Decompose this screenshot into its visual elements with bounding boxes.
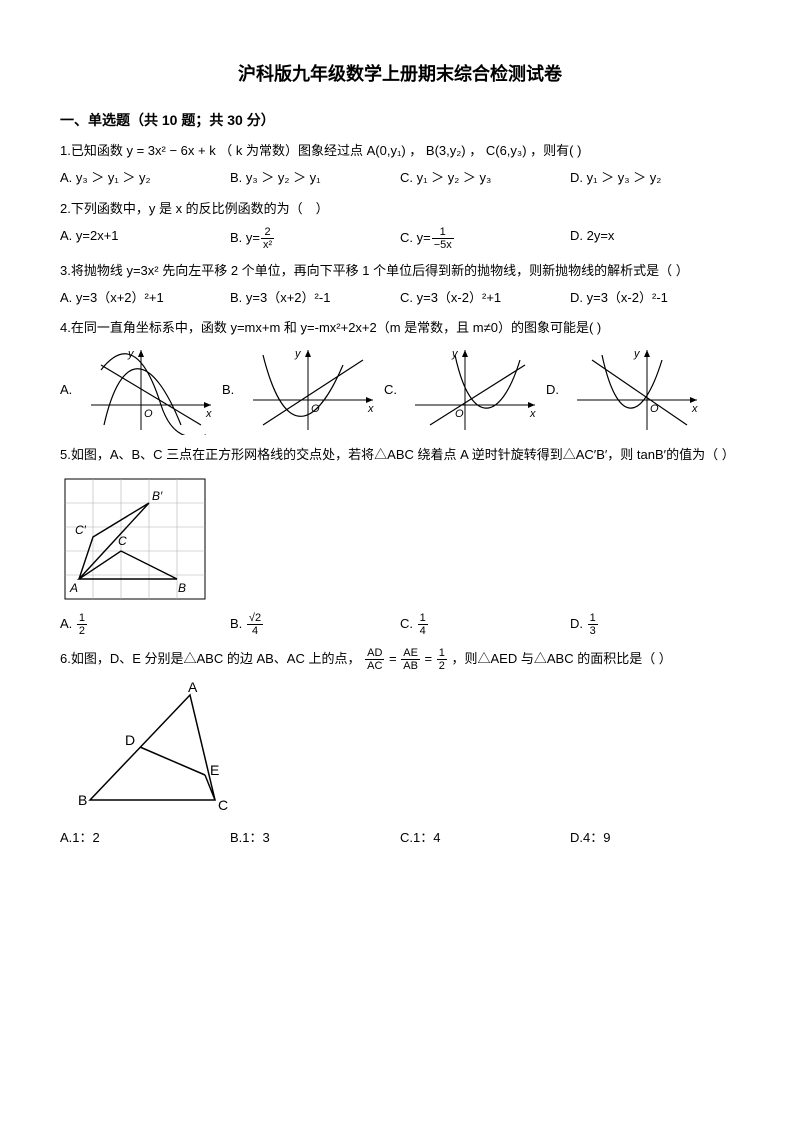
q6-opt-b: B.1：3 [230, 828, 400, 849]
question-5: 5.如图，A、B、C 三点在正方形网格线的交点处，若将△ABC 绕着点 A 逆时… [60, 445, 740, 466]
q3-opt-a: A. y=3（x+2）²+1 [60, 288, 230, 309]
q4-opt-a-label: A. [60, 380, 80, 401]
svg-text:D: D [125, 732, 135, 748]
svg-text:C: C [118, 534, 127, 548]
q5-options: A. 12 B. √24 C. 14 D. 13 [60, 612, 740, 637]
q6-eq2: = [425, 651, 436, 666]
q6-frac3: 12 [437, 647, 447, 672]
q4-graph-a: x y O [86, 345, 216, 435]
question-3: 3.将抛物线 y=3x² 先向左平移 2 个单位，再向下平移 1 个单位后得到新… [60, 261, 740, 282]
svg-text:y: y [633, 348, 641, 360]
q2-opt-d: D. 2y=x [570, 226, 740, 251]
q6-post: ，则△AED 与△ABC 的面积比是（ ） [452, 651, 672, 666]
question-6: 6.如图，D、E 分别是△ABC 的边 AB、AC 上的点， ADAC = AE… [60, 647, 740, 672]
svg-text:B: B [178, 581, 186, 595]
q3-options: A. y=3（x+2）²+1 B. y=3（x+2）²-1 C. y=3（x-2… [60, 288, 740, 309]
page-title: 沪科版九年级数学上册期末综合检测试卷 [60, 60, 740, 89]
q1-opt-a: A. y₃ ＞ y₁ ＞ y₂ [60, 168, 230, 189]
q4-opt-b-label: B. [222, 380, 242, 401]
svg-text:O: O [455, 408, 464, 420]
q6-options: A.1：2 B.1：3 C.1：4 D.4：9 [60, 828, 740, 849]
q6-frac1: ADAC [365, 647, 384, 672]
q4-graph-b: x y O [248, 345, 378, 435]
q2b-pre: B. y= [230, 230, 260, 245]
question-1: 1.已知函数 y = 3x² − 6x + k （ k 为常数）图象经过点 A(… [60, 141, 740, 162]
q6-opt-d: D.4：9 [570, 828, 740, 849]
q5-figure: A B C B′ C′ [60, 474, 740, 604]
svg-text:O: O [144, 408, 153, 420]
q6-opt-a: A.1：2 [60, 828, 230, 849]
q6-pre: 6.如图，D、E 分别是△ABC 的边 AB、AC 上的点， [60, 651, 360, 666]
q1-opt-c: C. y₁ ＞ y₂ ＞ y₃ [400, 168, 570, 189]
svg-text:x: x [529, 408, 536, 420]
svg-text:C: C [218, 797, 228, 813]
svg-text:y: y [294, 348, 302, 360]
q2c-frac: 1−5x [432, 226, 454, 251]
svg-text:x: x [205, 408, 212, 420]
q2c-pre: C. y= [400, 230, 431, 245]
svg-text:x: x [367, 403, 374, 415]
q3-opt-c: C. y=3（x-2）²+1 [400, 288, 570, 309]
svg-text:B′: B′ [152, 489, 163, 503]
svg-text:x: x [691, 403, 698, 415]
svg-text:C′: C′ [75, 523, 87, 537]
q6-eq1: = [389, 651, 400, 666]
q5-opt-a: A. 12 [60, 612, 230, 637]
section-heading: 一、单选题（共 10 题；共 30 分） [60, 109, 740, 131]
svg-text:A: A [188, 680, 198, 695]
q4-graph-c: x y O [410, 345, 540, 435]
q2b-frac: 2x² [261, 226, 274, 251]
q5-opt-b: B. √24 [230, 612, 400, 637]
q6-opt-c: C.1：4 [400, 828, 570, 849]
question-2: 2.下列函数中，y 是 x 的反比例函数的为（ ） [60, 199, 740, 220]
q1-options: A. y₃ ＞ y₁ ＞ y₂ B. y₃ ＞ y₂ ＞ y₁ C. y₁ ＞ … [60, 168, 740, 189]
q4-graphs: A. x y O B. x y O C. x y O D. x y O [60, 345, 740, 435]
q3-opt-d: D. y=3（x-2）²-1 [570, 288, 740, 309]
svg-text:y: y [451, 348, 459, 360]
question-4: 4.在同一直角坐标系中，函数 y=mx+m 和 y=-mx²+2x+2（m 是常… [60, 318, 740, 339]
q6-figure: A B C D E [60, 680, 740, 820]
q4-graph-d: x y O [572, 345, 702, 435]
q2-opt-b: B. y=2x² [230, 226, 400, 251]
q2-opt-a: A. y=2x+1 [60, 226, 230, 251]
q2-options: A. y=2x+1 B. y=2x² C. y=1−5x D. 2y=x [60, 226, 740, 251]
q3-opt-b: B. y=3（x+2）²-1 [230, 288, 400, 309]
q4-opt-c-label: C. [384, 380, 404, 401]
q5-opt-d: D. 13 [570, 612, 740, 637]
svg-text:E: E [210, 762, 219, 778]
svg-text:A: A [69, 581, 78, 595]
q4-opt-d-label: D. [546, 380, 566, 401]
svg-text:B: B [78, 792, 87, 808]
q2-opt-c: C. y=1−5x [400, 226, 570, 251]
q1-opt-b: B. y₃ ＞ y₂ ＞ y₁ [230, 168, 400, 189]
q6-frac2: AEAB [401, 647, 420, 672]
q5-opt-c: C. 14 [400, 612, 570, 637]
q1-opt-d: D. y₁ ＞ y₃ ＞ y₂ [570, 168, 740, 189]
